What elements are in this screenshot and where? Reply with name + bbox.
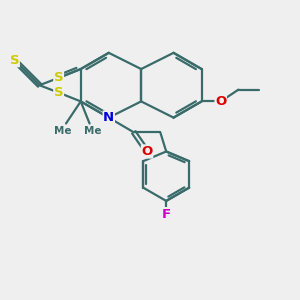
Text: N: N	[103, 111, 114, 124]
Text: S: S	[54, 71, 64, 84]
Text: S: S	[10, 54, 19, 67]
Text: O: O	[215, 95, 226, 108]
Text: O: O	[141, 145, 153, 158]
Text: S: S	[54, 86, 64, 99]
Text: Me: Me	[54, 126, 72, 136]
Text: Me: Me	[84, 126, 101, 136]
Text: F: F	[162, 208, 171, 221]
